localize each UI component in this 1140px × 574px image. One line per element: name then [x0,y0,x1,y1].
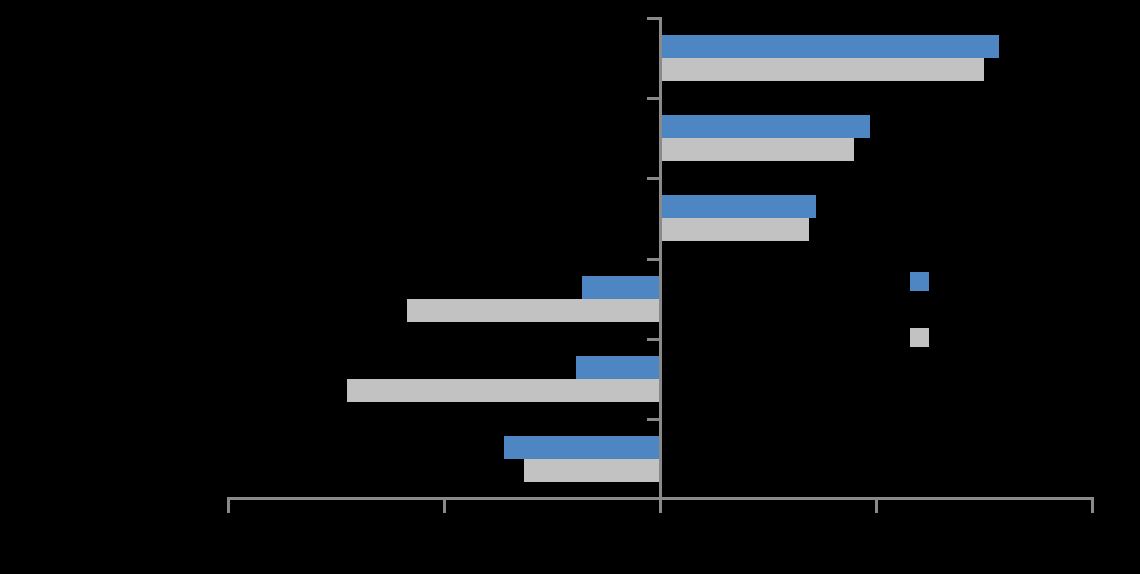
bar-series-2-gray-row-5 [347,379,660,402]
y-axis-line [659,17,662,500]
x-axis-tick-2 [443,500,446,513]
bar-series-1-blue-row-4 [582,276,660,299]
y-axis-tick-3 [647,177,659,180]
x-axis-line [227,497,1094,500]
y-axis-tick-1 [647,17,659,20]
bar-series-1-blue-row-2 [660,115,870,138]
y-axis-tick-6 [647,418,659,421]
x-axis-tick-4 [875,500,878,513]
bar-series-2-gray-row-4 [407,299,660,322]
legend-swatch-series-2-gray [910,328,929,347]
x-axis-tick-5 [1091,500,1094,513]
bar-series-2-gray-row-2 [660,138,854,161]
bar-series-2-gray-row-6 [524,459,660,482]
bar-series-2-gray-row-1 [660,58,984,81]
y-axis-tick-4 [647,258,659,261]
legend-swatch-series-1-blue [910,272,929,291]
bar-series-1-blue-row-5 [576,356,660,379]
bar-series-1-blue-row-1 [660,35,999,58]
bar-series-2-gray-row-3 [660,218,809,241]
x-axis-tick-1 [227,500,230,513]
bar-series-1-blue-row-6 [504,436,660,459]
y-axis-tick-5 [647,338,659,341]
y-axis-tick-2 [647,97,659,100]
bar-series-1-blue-row-3 [660,195,816,218]
x-axis-tick-3 [659,500,662,513]
